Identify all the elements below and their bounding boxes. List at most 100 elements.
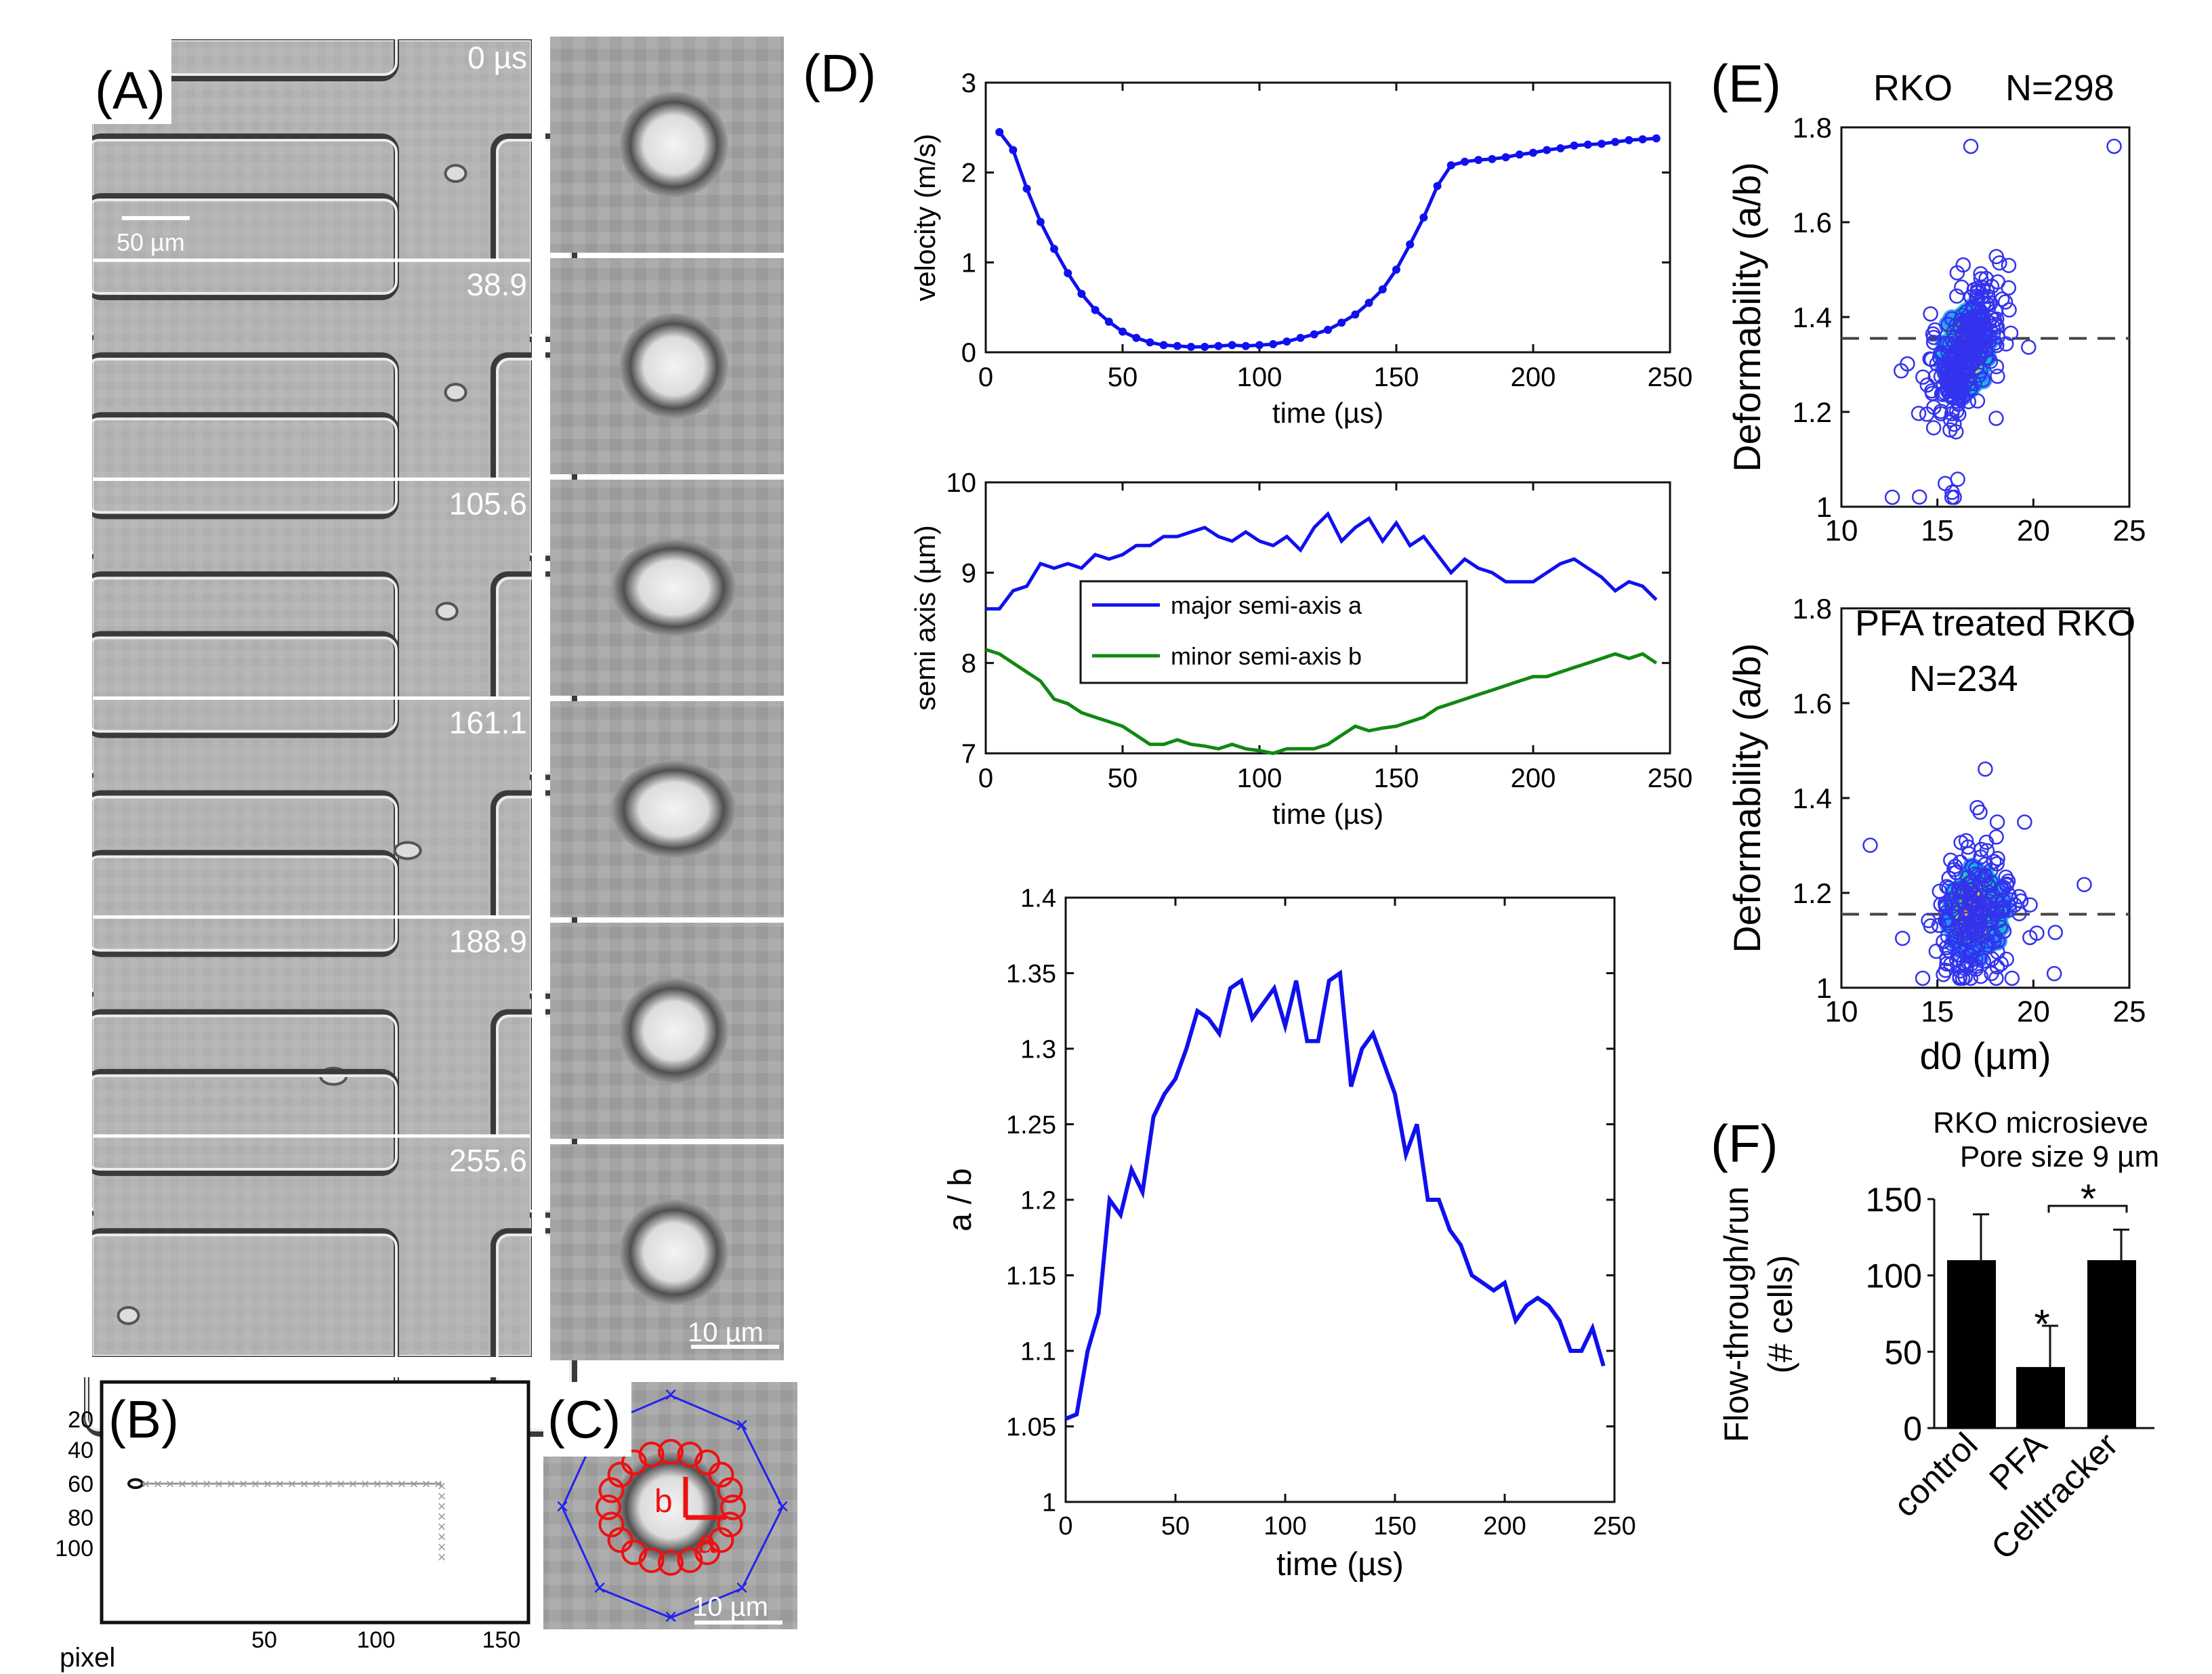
y-tick-label: 1.8	[1793, 593, 1832, 625]
data-point	[1977, 327, 1993, 343]
x-tick-label: 25	[2113, 514, 2146, 547]
data-point	[2001, 887, 2017, 902]
data-point	[1970, 921, 1986, 937]
data-point	[1228, 341, 1236, 350]
data-point	[2021, 339, 2037, 355]
data-point	[1978, 351, 1994, 367]
data-point	[2022, 897, 2038, 913]
y-tick-label: 1	[1042, 1488, 1056, 1517]
y-tick-label: 1.4	[1020, 884, 1056, 913]
significance-marker: *	[2081, 1176, 2096, 1221]
zoom-cell	[611, 760, 736, 858]
data-point	[1310, 330, 1318, 339]
data-point	[995, 127, 1004, 136]
data-point	[1022, 184, 1031, 193]
plot-frame	[984, 81, 1671, 354]
data-point	[1983, 913, 1999, 929]
data-point	[1927, 369, 1944, 384]
panel-a-label-bg	[91, 39, 171, 124]
panel-c-cell	[615, 1452, 726, 1563]
series-line-major-semi-axis-a	[986, 511, 1658, 611]
contour-point	[598, 1477, 625, 1503]
data-point	[1958, 335, 1974, 352]
data-point	[1954, 279, 1969, 295]
data-point	[1884, 489, 1900, 505]
panel-a-scale-label: 50 µm	[117, 228, 185, 256]
y-axis-label-units: (# cells)	[1761, 1255, 1799, 1373]
data-point	[1990, 913, 2007, 929]
x-tick-label: 250	[1648, 362, 1693, 392]
contour-point	[720, 1494, 746, 1520]
cell	[444, 164, 467, 183]
data-point	[1997, 294, 2013, 310]
data-point	[1990, 274, 2006, 290]
data-point	[1989, 814, 2005, 830]
x-tick-label: 50	[1108, 362, 1138, 392]
data-point	[1986, 934, 2002, 950]
zoom-cell	[611, 539, 736, 637]
chart-subtitle: Pore size 9 µm	[1960, 1140, 2159, 1173]
data-point	[1975, 372, 1991, 388]
data-point	[2011, 889, 2027, 904]
data-point	[1969, 393, 1986, 409]
x-tick-label: 15	[1921, 995, 1954, 1028]
outer-contour-point: ×	[735, 1575, 749, 1601]
data-point	[1132, 333, 1141, 342]
data-point	[2047, 925, 2063, 940]
x-tick-label: 100	[1237, 763, 1282, 793]
data-point	[1990, 851, 2005, 866]
data-point	[2029, 925, 2045, 941]
contour-point	[598, 1511, 625, 1538]
data-point	[1953, 385, 1969, 400]
data-point	[1159, 341, 1168, 350]
data-point	[2046, 965, 2062, 982]
data-point	[1978, 270, 1994, 287]
x-tick-label: 20	[2017, 995, 2050, 1028]
series-line-minor-semi-axis-b	[985, 648, 1658, 755]
data-point	[1938, 963, 1954, 978]
outer-contour-point: ×	[664, 1382, 677, 1408]
n-label: N=234	[1909, 658, 2018, 699]
aspect-ratio-chart: 0 50 100 150 200 250 1 1.05 1.1 1.15 1.2 1.25 1.3 1.3…	[942, 884, 1636, 1583]
data-point	[1104, 317, 1113, 326]
data-point	[1976, 295, 1992, 312]
x-tick-label: 200	[1511, 763, 1556, 793]
data-point	[2004, 970, 2020, 986]
zoom-scale-label: 10 µm	[688, 1318, 764, 1347]
y-axis-label: Deformability (a/b)	[1726, 643, 1768, 953]
data-point	[1971, 930, 1986, 946]
data-point	[1187, 343, 1195, 352]
data-point	[1972, 914, 1988, 929]
data-point	[1419, 213, 1428, 222]
data-point	[1364, 299, 1373, 308]
data-point	[1570, 141, 1579, 150]
data-point	[1976, 953, 1991, 969]
data-point	[1091, 306, 1100, 314]
panel-a-zoom-column	[550, 37, 784, 1360]
y-axis-label: velocity (m/s)	[909, 133, 941, 301]
zoom-cell	[619, 91, 728, 198]
y-axis-label: semi axis (µm)	[909, 525, 941, 711]
y-tick-label: 1	[1816, 491, 1832, 523]
data-point	[1953, 919, 1969, 934]
data-point	[1973, 271, 1989, 287]
legend-label-b: minor semi-axis b	[1171, 642, 1362, 670]
data-point	[1543, 146, 1551, 154]
track-marker: ×	[438, 1518, 446, 1535]
data-point	[1911, 489, 1927, 505]
data-point	[1351, 310, 1360, 319]
x-tick-label: 0	[978, 362, 993, 392]
y-tick-label: 1	[961, 248, 976, 278]
data-point	[1955, 257, 1971, 273]
data-point	[1974, 868, 1989, 883]
x-tick-label: 150	[1374, 763, 1419, 793]
data-point	[1958, 833, 1974, 849]
track-marker: ×	[438, 1478, 446, 1494]
x-tick-label: 0	[1058, 1512, 1072, 1541]
contour-point	[708, 1461, 734, 1488]
data-point	[1927, 322, 1943, 338]
x-axis-label: time (µs)	[1272, 397, 1383, 429]
data-point	[1925, 329, 1942, 346]
data-point	[1934, 386, 1950, 402]
